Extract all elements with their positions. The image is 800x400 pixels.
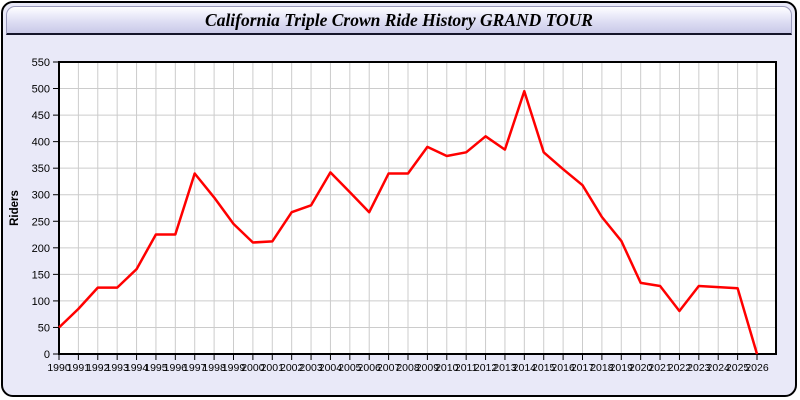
- x-tick-label: 2008: [396, 362, 420, 374]
- x-tick-label: 2020: [629, 362, 653, 374]
- x-tick-label: 2023: [687, 362, 711, 374]
- x-tick-label: 2014: [513, 362, 537, 374]
- y-axis-labels: 0 50 100 150 200 250 300 350 400 450 500 550: [32, 57, 50, 361]
- x-tick-label: 1995: [144, 362, 168, 374]
- y-tick-label: 500: [32, 84, 50, 96]
- x-tick-label: 2005: [338, 362, 362, 374]
- x-tick-label: 2024: [707, 362, 731, 374]
- x-tick-label: 2004: [319, 362, 343, 374]
- x-tick-label: 1992: [86, 362, 110, 374]
- x-tick-label: 2012: [474, 362, 498, 374]
- y-tick-label: 250: [32, 216, 50, 228]
- x-tick-label: 2006: [358, 362, 382, 374]
- gridlines: [59, 62, 776, 354]
- y-tick-label: 50: [38, 322, 50, 334]
- x-tick-label: 2016: [551, 362, 575, 374]
- x-tick-label: 2019: [610, 362, 634, 374]
- x-tick-label: 2022: [668, 362, 692, 374]
- x-tick-label: 1998: [202, 362, 226, 374]
- x-tick-label: 2026: [745, 362, 769, 374]
- x-tick-label: 2013: [493, 362, 517, 374]
- y-tick-label: 400: [32, 137, 50, 149]
- x-tick-label: 2017: [571, 362, 595, 374]
- x-tick-label: 2015: [532, 362, 556, 374]
- x-tick-label: 1997: [183, 362, 207, 374]
- plot-border: [58, 61, 777, 355]
- y-tick-label: 150: [32, 269, 50, 281]
- chart-title-bar: California Triple Crown Ride History GRA…: [6, 6, 792, 35]
- page-title: California Triple Crown Ride History GRA…: [205, 9, 593, 30]
- x-tick-label: 2011: [455, 362, 478, 374]
- x-tick-label: 1991: [67, 362, 91, 374]
- line-chart: 1990199119921993199419951996199719981999…: [9, 57, 777, 374]
- y-tick-label: 0: [44, 349, 50, 361]
- x-tick-label: 2018: [590, 362, 614, 374]
- y-tick-label: 350: [32, 163, 50, 175]
- x-tick-label: 2021: [648, 362, 672, 374]
- x-tick-label: 2007: [377, 362, 401, 374]
- x-tick-label: 1990: [47, 362, 71, 374]
- plot-area: [59, 62, 776, 354]
- x-tick-label: 2009: [416, 362, 440, 374]
- x-tick-label: 1994: [125, 362, 149, 374]
- x-tick-label: 2003: [299, 362, 323, 374]
- y-tick-label: 550: [32, 57, 50, 69]
- y-axis-title: Riders: [9, 190, 21, 226]
- x-tick-label: 2010: [435, 362, 459, 374]
- x-tick-label: 2001: [261, 362, 285, 374]
- y-tick-label: 100: [32, 296, 50, 308]
- ride-history-line: [58, 89, 759, 355]
- x-tick-label: 1996: [164, 362, 188, 374]
- x-tick-label: 1999: [222, 362, 246, 374]
- x-tick-label: 1993: [105, 362, 129, 374]
- x-tick-label: 2025: [726, 362, 750, 374]
- x-tick-label: 2002: [280, 362, 304, 374]
- x-tick-label: 2000: [241, 362, 265, 374]
- y-tick-label: 300: [32, 190, 50, 202]
- axis-ticks: [53, 61, 758, 360]
- y-tick-label: 450: [32, 110, 50, 122]
- y-tick-label: 200: [32, 243, 50, 255]
- x-axis-labels: 1990199119921993199419951996199719981999…: [47, 362, 769, 374]
